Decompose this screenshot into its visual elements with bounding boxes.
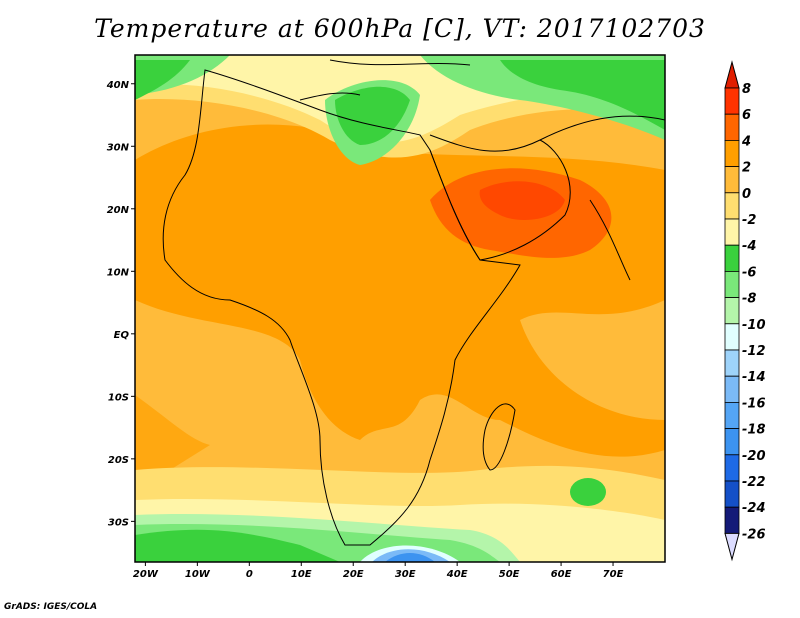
- lat-tick-label: EQ: [114, 330, 130, 341]
- lat-tick-label: 30N: [107, 142, 130, 153]
- colorbar-label: -18: [742, 423, 766, 438]
- colorbar-swatch: [724, 401, 740, 429]
- colorbar-label: -12: [742, 344, 766, 359]
- map-title: Temperature at 600hPa [C], VT: 201710270…: [94, 14, 706, 43]
- longitude-axis: 20W 10W 0 10E 20E 30E 40E 50E 60E 70E: [133, 562, 624, 580]
- lon-tick-label: 50E: [499, 569, 520, 580]
- colorbar-swatch: [724, 323, 740, 351]
- temperature-field: [135, 55, 665, 562]
- colorbar-label: 4: [741, 134, 751, 149]
- colorbar-label: 6: [742, 108, 751, 123]
- colorbar-swatch: [724, 113, 740, 141]
- lon-tick-label: 0: [246, 569, 253, 580]
- colorbar-swatch: [724, 166, 740, 194]
- colorbar-swatch: [724, 192, 740, 220]
- colorbar-swatch: [724, 139, 740, 167]
- colorbar-swatch: [724, 87, 740, 115]
- map-frame: [134, 54, 666, 563]
- lat-tick-label: 20S: [108, 455, 129, 466]
- colorbar-swatch: [724, 349, 740, 377]
- colorbar: 8 6 4 2 0 -2 -4 -6 -8 -10 -12 -14 -16 -18 -20 -22 -24 -26: [724, 60, 766, 562]
- colorbar-swatch: [724, 506, 740, 534]
- colorbar-label: -26: [742, 527, 766, 542]
- colorbar-label: -8: [742, 292, 756, 307]
- lat-tick-label: 10S: [108, 392, 129, 403]
- lat-tick-label: 10N: [107, 267, 130, 278]
- colorbar-swatch: [724, 270, 740, 298]
- colorbar-max-arrow: [724, 60, 740, 89]
- colorbar-swatch: [724, 454, 740, 482]
- lon-tick-label: 20W: [133, 569, 159, 580]
- lon-tick-label: 10E: [291, 569, 312, 580]
- lon-tick-label: 70E: [603, 569, 624, 580]
- colorbar-label: -22: [742, 475, 766, 490]
- colorbar-swatch: [724, 218, 740, 246]
- colorbar-label: -6: [742, 265, 756, 280]
- lat-tick-label: 30S: [108, 517, 129, 528]
- colorbar-label: -16: [742, 396, 766, 411]
- lon-tick-label: 20E: [343, 569, 364, 580]
- colorbar-swatch: [724, 480, 740, 508]
- lon-tick-label: 10W: [185, 569, 211, 580]
- colorbar-label: 0: [742, 187, 751, 202]
- colorbar-swatch: [724, 375, 740, 403]
- colorbar-label: -24: [742, 501, 766, 516]
- lon-tick-label: 30E: [395, 569, 416, 580]
- lon-tick-label: 60E: [551, 569, 572, 580]
- colorbar-swatch: [724, 428, 740, 456]
- colorbar-min-arrow: [724, 532, 740, 562]
- colorbar-label: -10: [742, 318, 766, 333]
- colorbar-label: -2: [742, 213, 756, 228]
- colorbar-swatch: [724, 244, 740, 272]
- latitude-axis: 40N 30N 20N 10N EQ 10S 20S 30S: [106, 80, 135, 528]
- colorbar-label: 2: [742, 161, 751, 176]
- colorbar-label: 8: [742, 82, 751, 97]
- colorbar-swatch: [724, 297, 740, 325]
- colorbar-label: -14: [742, 370, 766, 385]
- lon-tick-label: 40E: [446, 569, 468, 580]
- colorbar-label: -4: [742, 239, 756, 254]
- grads-credit: GrADS: IGES/COLA: [4, 602, 98, 612]
- colorbar-label: -20: [742, 449, 766, 464]
- lat-tick-label: 20N: [107, 205, 130, 216]
- lat-tick-label: 40N: [106, 80, 130, 91]
- coastlines: [162, 59, 665, 546]
